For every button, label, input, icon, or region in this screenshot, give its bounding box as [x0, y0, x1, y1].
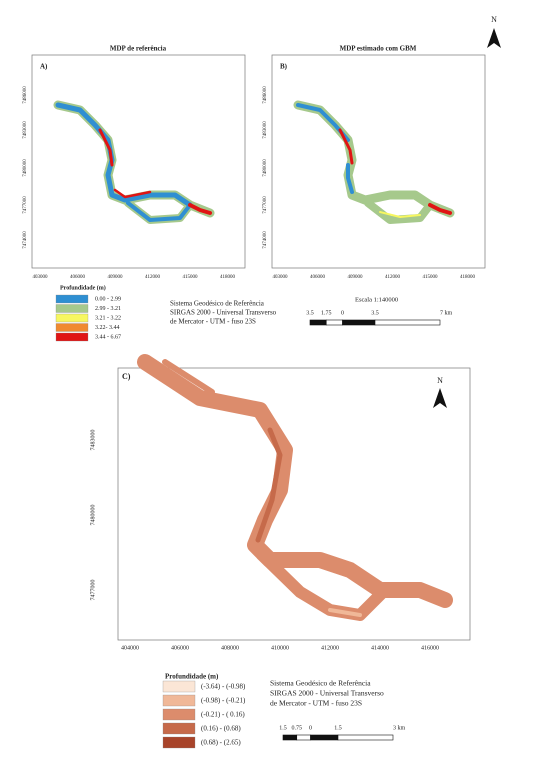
- scale-bar: [282, 734, 298, 741]
- x-tick-label: 404000: [121, 645, 139, 651]
- x-tick-label: 418000: [460, 275, 476, 280]
- y-tick-label: 7483000: [23, 121, 28, 139]
- y-tick-label: 7480000: [23, 159, 28, 177]
- crs-text: SIRGAS 2000 - Universal Transverso: [270, 689, 384, 698]
- y-tick-label: 7474000: [23, 231, 28, 249]
- legend-swatch: [162, 722, 196, 735]
- legend-label: (0.16) - (0.68): [201, 725, 241, 733]
- scale-label: 3.5: [371, 310, 379, 316]
- x-tick-label: 412000: [385, 275, 401, 280]
- scale-label: 1.75: [321, 310, 332, 316]
- scale-bar: [296, 734, 311, 741]
- north-arrow: [433, 28, 501, 408]
- y-tick-label: 7480000: [263, 159, 268, 177]
- y-tick-label: 7486000: [23, 86, 28, 104]
- scale-label: 1.5: [279, 725, 287, 731]
- x-tick-label: 406000: [310, 275, 326, 280]
- x-tick-label: 409000: [348, 275, 364, 280]
- legend-label: 3.44 - 6.67: [95, 334, 121, 340]
- crs-text: Sistema Geodésico de Referência: [170, 300, 265, 308]
- legend-title: Profundidade (m): [165, 673, 219, 681]
- scale-bar: [374, 319, 441, 326]
- x-tick-label: 415000: [183, 275, 199, 280]
- panel-c-frame: [117, 367, 471, 641]
- panel-a-frame: [31, 54, 246, 269]
- legend-swatch: [162, 680, 196, 693]
- scale-bar: [309, 319, 327, 326]
- legend-label: 3.22- 3.44: [95, 325, 120, 331]
- panel-b-frame: [271, 54, 486, 269]
- scale-label: 0: [341, 310, 344, 316]
- y-tick-label: 7483000: [90, 430, 96, 451]
- x-tick-label: 416000: [421, 645, 439, 651]
- north-label: N: [437, 376, 443, 385]
- legend-label: 2.99 - 3.21: [95, 306, 121, 312]
- y-tick-label: 7474000: [263, 231, 268, 249]
- crs-text: de Mercator - UTM - fuso 23S: [270, 699, 362, 708]
- scale-label: 3 km: [393, 725, 406, 731]
- x-tick-label: 418000: [220, 275, 236, 280]
- scale-label: 0: [309, 725, 312, 731]
- scale-bar: [337, 734, 394, 741]
- y-tick-label: 7483000: [263, 121, 268, 139]
- legend-swatch: [55, 294, 89, 304]
- x-tick-label: 403000: [33, 275, 49, 280]
- panel-label: A): [40, 63, 48, 71]
- scale-bar: [342, 319, 376, 326]
- scale-bar: [310, 734, 339, 741]
- crs-text: Sistema Geodésico de Referência: [270, 679, 371, 688]
- legend-swatch: [55, 313, 89, 323]
- y-tick-label: 7477000: [90, 580, 96, 601]
- scale-label: 7 km: [440, 310, 453, 316]
- legend-title: Profundidade (m): [60, 284, 106, 291]
- scale-label: 0.75: [292, 725, 303, 731]
- x-tick-label: 403000: [273, 275, 289, 280]
- legend-label: (-3.64) - (-0.98): [201, 683, 246, 691]
- legend-label: (0.68) - (2.65): [201, 739, 241, 747]
- x-tick-label: 408000: [221, 645, 239, 651]
- x-tick-label: 412000: [145, 275, 161, 280]
- river-c: [137, 354, 453, 621]
- river-b: [293, 100, 455, 224]
- panel-label: B): [280, 63, 288, 71]
- scale-title: Escala 1:140000: [355, 296, 398, 303]
- scale-label: 1.5: [334, 725, 342, 731]
- legend-label: 0.00 - 2.99: [95, 296, 121, 302]
- x-tick-label: 410000: [271, 645, 289, 651]
- x-tick-label: 415000: [423, 275, 439, 280]
- panel-title: MDP de referência: [110, 45, 167, 53]
- y-tick-label: 7477000: [23, 196, 28, 214]
- legend-swatch: [162, 694, 196, 707]
- x-tick-label: 406000: [171, 645, 189, 651]
- scale-bar: [325, 319, 343, 326]
- y-tick-label: 7486000: [263, 86, 268, 104]
- y-tick-label: 7480000: [90, 505, 96, 526]
- panel-title: MDP estimado com GBM: [340, 45, 417, 53]
- x-tick-label: 409000: [108, 275, 124, 280]
- legend-swatch: [55, 323, 89, 332]
- legend-label: 3.21 - 3.22: [95, 315, 121, 321]
- panel-label: C): [122, 372, 131, 381]
- north-label: N: [491, 15, 497, 24]
- x-tick-label: 414000: [371, 645, 389, 651]
- legend-label: (-0.98) - (-0.21): [201, 697, 246, 705]
- x-tick-label: 412000: [321, 645, 339, 651]
- scale-label: 3.5: [306, 310, 314, 316]
- legend-swatch: [55, 332, 89, 342]
- legend-swatch: [55, 304, 89, 313]
- crs-text: de Mercator - UTM - fuso 23S: [170, 318, 256, 326]
- legend-label: (-0.21) - ( 0.16): [201, 711, 245, 719]
- river-a: [53, 100, 215, 224]
- crs-text: SIRGAS 2000 - Universal Transverso: [170, 309, 277, 317]
- x-tick-label: 406000: [70, 275, 86, 280]
- legend-swatch: [162, 708, 196, 721]
- legend-swatch: [162, 736, 196, 749]
- y-tick-label: 7477000: [263, 196, 268, 214]
